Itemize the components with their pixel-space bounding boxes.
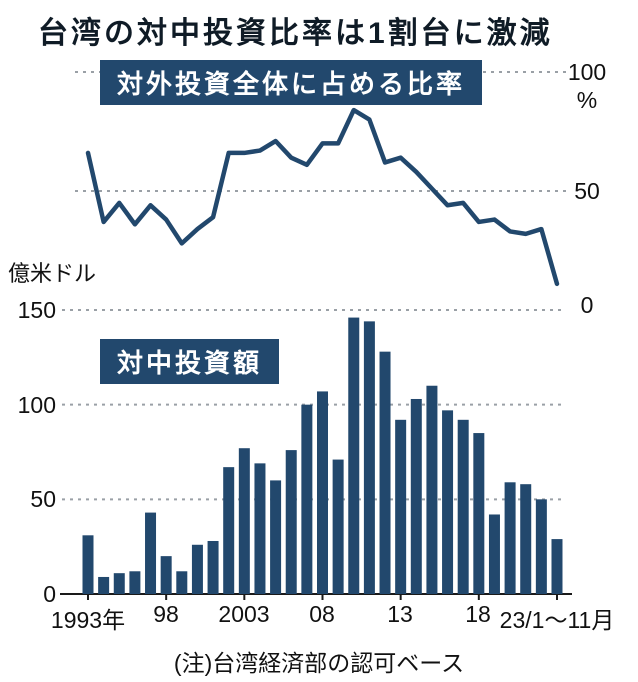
xtick-2013: 13 xyxy=(387,601,413,627)
bar xyxy=(160,556,172,594)
line-unit-label: % xyxy=(576,87,598,113)
bar xyxy=(348,317,360,594)
bar xyxy=(98,576,110,594)
bar xyxy=(176,571,188,594)
bar xyxy=(410,398,422,594)
bar xyxy=(551,539,563,594)
xtick-2023: 23/1～11月 xyxy=(499,607,615,633)
bar xyxy=(520,484,532,594)
bar xyxy=(191,544,203,594)
bar xyxy=(426,385,438,594)
bar-chart-title-badge: 対中投資額 xyxy=(100,339,280,384)
bar xyxy=(363,321,375,594)
xtick-2018: 18 xyxy=(465,601,491,627)
line-series xyxy=(85,107,560,287)
bar xyxy=(473,433,485,594)
bar xyxy=(207,540,219,594)
bar xyxy=(488,514,500,594)
bar xyxy=(285,450,297,594)
bar xyxy=(145,512,157,594)
bar xyxy=(223,467,235,594)
source-note: (注)台湾経済部の認可ベース xyxy=(173,650,465,676)
bar xyxy=(129,571,141,594)
line-ytick-0: 0 xyxy=(580,292,594,318)
bar xyxy=(254,463,266,594)
bar-ytick-100: 100 xyxy=(17,392,56,418)
bar-unit-label: 億米ドル xyxy=(8,261,97,286)
bar xyxy=(379,351,391,594)
bar xyxy=(238,448,250,594)
bar xyxy=(457,419,469,594)
bar xyxy=(316,391,328,594)
bar xyxy=(504,482,516,594)
xtick-2008: 08 xyxy=(309,601,335,627)
bar-ytick-0: 0 xyxy=(43,581,56,607)
xtick-1998: 98 xyxy=(153,601,179,627)
bar-ytick-50: 50 xyxy=(30,486,56,512)
bar xyxy=(395,419,407,594)
line-ytick-50: 50 xyxy=(574,178,600,204)
bar xyxy=(535,499,547,594)
bar xyxy=(270,480,282,594)
bar xyxy=(113,573,125,594)
bar xyxy=(442,410,454,594)
bar-ytick-150: 150 xyxy=(17,297,56,323)
line-chart-title-badge: 対外投資全体に占める比率 xyxy=(100,60,483,105)
line-ytick-100: 100 xyxy=(567,59,607,85)
page-title: 台湾の対中投資比率は1割台に激減 xyxy=(38,17,553,50)
xtick-1993: 1993年 xyxy=(50,607,126,633)
bar xyxy=(82,535,94,594)
xtick-2003: 2003 xyxy=(218,601,270,627)
bar xyxy=(301,404,313,594)
bar xyxy=(332,459,344,594)
